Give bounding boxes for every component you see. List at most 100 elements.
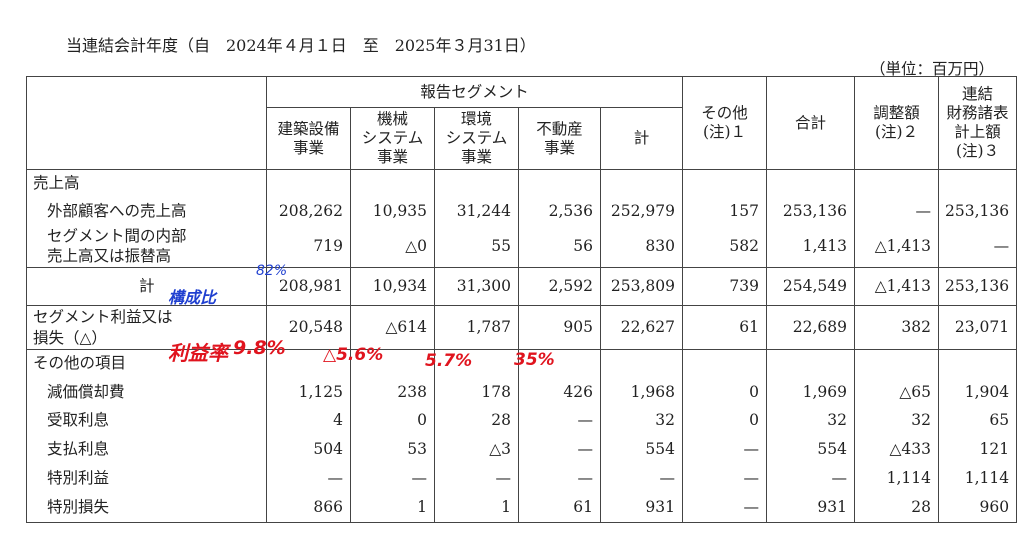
table-row: 計 208,981 10,934 31,300 2,592 253,809 73… <box>26 267 1018 306</box>
cell-value: 582 <box>682 225 767 268</box>
cell-value: 56 <box>518 225 601 268</box>
cell-value: — <box>266 463 351 493</box>
cell-value: 1,969 <box>766 377 855 407</box>
cell-value: 905 <box>518 305 601 350</box>
cell-value: △614 <box>350 305 435 350</box>
header-environment: 環境 システム 事業 <box>434 107 519 170</box>
header-building: 建築設備 事業 <box>266 107 351 170</box>
cell-value: 1,114 <box>937 463 1018 493</box>
table-row: 支払利息 504 53 △3 — 554 — 554 △433 121 <box>26 434 1018 464</box>
cell-value: 253,809 <box>600 267 683 306</box>
cell-value: △0 <box>350 225 435 268</box>
table-row: セグメント間の内部 売上高又は振替高 719 △0 55 56 830 582 … <box>26 225 1018 268</box>
cell-value: 31,244 <box>434 197 519 226</box>
table-row: 減価償却費 1,125 238 178 426 1,968 0 1,969 △6… <box>26 377 1018 407</box>
cell-value: 31,300 <box>434 267 519 306</box>
cell-value: 157 <box>682 197 767 226</box>
cell-value: 252,979 <box>600 197 683 226</box>
cell-value: 253,136 <box>937 197 1018 226</box>
cell-value: 866 <box>266 492 351 523</box>
cell-value: 504 <box>266 434 351 464</box>
cell-value: — <box>854 197 939 226</box>
cell-value: 55 <box>434 225 519 268</box>
cell-value: — <box>682 463 767 493</box>
cell-value: 1,968 <box>600 377 683 407</box>
margin-building: 9.8% <box>233 337 286 359</box>
row-label: 外部顧客への売上高 <box>26 197 267 226</box>
cell-value: 253,136 <box>766 197 855 226</box>
cell-value: 1,787 <box>434 305 519 350</box>
unit-label: （単位：百万円） <box>870 60 995 78</box>
table-row: セグメント利益又は 損失（△） 20,548 △614 1,787 905 22… <box>26 305 1018 350</box>
header-machinery: 機械 システム 事業 <box>350 107 435 170</box>
row-label: セグメント利益又は 損失（△） <box>26 305 267 350</box>
cell-value: 22,689 <box>766 305 855 350</box>
header-consolidated: 連結 財務諸表 計上額 (注)３ <box>937 76 1018 170</box>
cell-value: 1 <box>434 492 519 523</box>
header-subtotal: 計 <box>600 107 683 170</box>
cell-value: 739 <box>682 267 767 306</box>
cell-value: 32 <box>600 406 683 435</box>
cell-value: 1 <box>350 492 435 523</box>
table-row: 特別利益 — — — — — — — 1,114 1,114 <box>26 463 1018 493</box>
cell-value: — <box>600 463 683 493</box>
cell-value: 2,592 <box>518 267 601 306</box>
cell-value: 208,981 <box>266 267 351 306</box>
cell-value: 178 <box>434 377 519 407</box>
margin-realestate: 35% <box>514 350 555 370</box>
cell-value: 28 <box>854 492 939 523</box>
cell-value: 254,549 <box>766 267 855 306</box>
cell-value: △1,413 <box>854 225 939 268</box>
cell-value: — <box>766 463 855 493</box>
cell-value: 22,627 <box>600 305 683 350</box>
table-row: 売上高 <box>26 169 1018 198</box>
page-title: 当連結会計年度（自 2024年４月１日 至 2025年３月31日） <box>66 36 536 55</box>
header-realestate: 不動産 事業 <box>518 107 601 170</box>
cell-value: 23,071 <box>937 305 1018 350</box>
margin-label: 利益率 <box>168 341 228 365</box>
cell-value: △3 <box>434 434 519 464</box>
cell-value: 20,548 <box>266 305 351 350</box>
cell-value: 554 <box>600 434 683 464</box>
cell-value: 719 <box>266 225 351 268</box>
row-label: 売上高 <box>26 169 267 198</box>
cell-value: 253,136 <box>937 267 1018 306</box>
cell-value: — <box>434 463 519 493</box>
segment-table: 報告セグメント その他 (注)１ 合計 調整額 (注)２ 連結 財務諸表 計上額… <box>26 76 1018 523</box>
cell-value: 28 <box>434 406 519 435</box>
cell-value: — <box>518 463 601 493</box>
cell-value: 0 <box>682 377 767 407</box>
cell-value: 830 <box>600 225 683 268</box>
cell-value: 1,114 <box>854 463 939 493</box>
margin-environment: 5.7% <box>425 351 473 371</box>
header-reportable-segments: 報告セグメント <box>266 76 683 108</box>
cell-value: 382 <box>854 305 939 350</box>
cell-value: 65 <box>937 406 1018 435</box>
cell-value: 208,262 <box>266 197 351 226</box>
cell-value: 4 <box>266 406 351 435</box>
cell-value: 554 <box>766 434 855 464</box>
header-total: 合計 <box>766 76 855 170</box>
cell-value: — <box>518 434 601 464</box>
cell-value: 61 <box>518 492 601 523</box>
cell-value: 238 <box>350 377 435 407</box>
cell-value: 53 <box>350 434 435 464</box>
header-other: その他 (注)１ <box>682 76 767 170</box>
cell-value: 931 <box>766 492 855 523</box>
cell-value: — <box>682 434 767 464</box>
cell-value: 61 <box>682 305 767 350</box>
table-row: その他の項目 <box>26 349 1018 378</box>
margin-machinery: △5.6% <box>323 345 384 365</box>
row-label: 受取利息 <box>26 406 267 435</box>
cell-value: △1,413 <box>854 267 939 306</box>
table-row: 特別損失 866 1 1 61 931 — 931 28 960 <box>26 492 1018 523</box>
cell-value: — <box>350 463 435 493</box>
cell-value: 10,934 <box>350 267 435 306</box>
row-label: 減価償却費 <box>26 377 267 407</box>
cell-value: 1,125 <box>266 377 351 407</box>
row-label: 計 <box>26 267 267 306</box>
cell-value: — <box>937 225 1018 268</box>
cell-value: 1,413 <box>766 225 855 268</box>
cell-value: 931 <box>600 492 683 523</box>
row-label: 特別損失 <box>26 492 267 523</box>
